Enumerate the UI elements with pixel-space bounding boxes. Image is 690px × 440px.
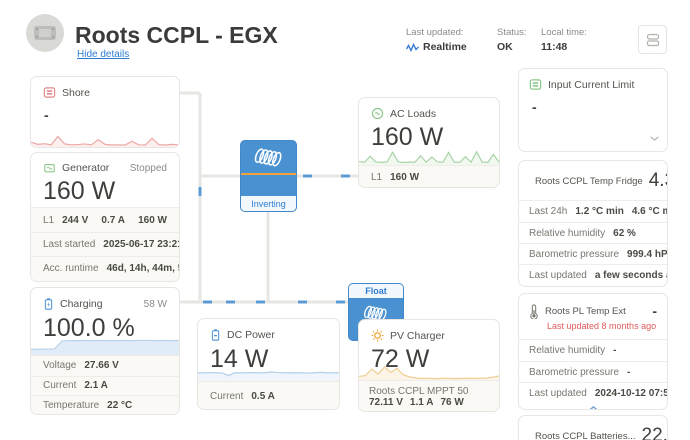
console-icon (646, 33, 659, 46)
victron-logo-icon (254, 148, 282, 167)
generator-panel[interactable]: Generator Stopped 160 W L1 244 V 0.7 A 16… (30, 152, 180, 282)
humidity-row: Relative humidity 62 % (519, 222, 667, 243)
soc-area-chart (31, 337, 179, 355)
battery-voltage-row: Voltage 27.66 V (43, 360, 119, 372)
temp-batteries-label: Roots CCPL Batteries... (535, 430, 636, 440)
page-title: Roots CCPL - EGX (75, 22, 278, 48)
temp-ext-panel[interactable]: Roots PL Temp Ext - Last updated 8 month… (518, 293, 668, 410)
generator-icon (44, 164, 55, 173)
input-current-limit-panel[interactable]: Input Current Limit - (518, 68, 668, 152)
ac-loads-label: AC Loads (390, 107, 437, 120)
expand-chevron-icon[interactable] (650, 128, 659, 146)
ac-loads-value: 160 W (371, 123, 444, 151)
generator-value: 160 W (43, 177, 116, 205)
ac-loads-details: L1 160 W (359, 165, 499, 187)
last-updated-row: Last updated 2024-10-12 07:59 (519, 382, 667, 403)
input-current-limit-label: Input Current Limit (548, 78, 635, 91)
temp-batteries-value: 22.0 °C (641, 425, 668, 440)
shore-label: Shore (62, 86, 91, 99)
charging-power: 58 W (143, 298, 167, 310)
humidity-row: Relative humidity - (529, 345, 617, 356)
local-time-value: 11:48 (541, 41, 568, 53)
mppt-row: Roots CCPL MPPT 50 72.11 V 1.1 A 76 W (369, 385, 469, 408)
dc-power-label: DC Power (227, 329, 275, 341)
stale-data-warning: Last updated 8 months ago (547, 321, 657, 331)
collapse-chevron-icon[interactable] (519, 403, 667, 409)
installation-avatar (26, 14, 64, 52)
local-time-label: Local time: (541, 27, 587, 38)
sun-icon (371, 329, 384, 342)
generator-details: L1 244 V 0.7 A 160 W Last started 2025-06… (31, 207, 179, 281)
temp-fridge-details: Last 24h 1.2 °C min 4.6 °C max Relative … (519, 200, 667, 285)
input-current-limit-value: - (532, 99, 537, 115)
input-current-limit-icon (529, 79, 542, 90)
last-updated-block: Last updated: Realtime (406, 27, 467, 53)
power-flow-dashes (198, 174, 350, 304)
temp-fridge-label: Roots CCPL Temp Fridge (535, 175, 643, 187)
device-photo-icon (34, 26, 56, 40)
temp-ext-details: Relative humidity - Barometric pressure - … (519, 339, 667, 403)
temp-ext-label: Roots PL Temp Ext (545, 305, 626, 317)
inverter-divider (241, 173, 296, 175)
battery-current-row: Current 2.1 A (31, 375, 179, 396)
last-updated-label: Last updated: (406, 27, 464, 38)
collapse-chevron-icon[interactable] (519, 285, 667, 286)
inverter-device-box[interactable]: Inverting (240, 140, 297, 212)
dc-power-sparkline (198, 363, 339, 381)
dc-battery-icon (211, 329, 220, 341)
pv-charger-value: 72 W (371, 345, 430, 373)
dc-power-value: 14 W (210, 345, 269, 373)
last-24h-row: Last 24h 1.2 °C min 4.6 °C max (529, 206, 667, 217)
battery-icon (44, 298, 53, 310)
generator-last-started-row: Last started 2025-06-17 23:21 (31, 232, 179, 256)
thermometer-icon (530, 303, 538, 319)
generator-runtime-row: Acc. runtime 46d, 14h, 44m, 57s (31, 256, 179, 280)
temp-ext-value: - (652, 303, 657, 319)
dc-current-row: Current 0.5 A (210, 390, 275, 402)
pv-charger-panel[interactable]: PV Charger 72 W Roots CCPL MPPT 50 72.11… (358, 319, 500, 412)
mppt-charge-state-badge: Float (349, 284, 403, 298)
battery-temperature-row: Temperature 22 °C (31, 395, 179, 414)
generator-label: Generator (62, 162, 110, 174)
realtime-sparkline-icon (406, 42, 419, 52)
status-label: Status: (497, 27, 527, 38)
hide-details-link[interactable]: Hide details (77, 49, 130, 60)
generator-l1-row: L1 244 V 0.7 A 160 W (43, 214, 167, 226)
shore-outlet-icon (43, 87, 56, 98)
temp-batteries-panel[interactable]: Roots CCPL Batteries... 22.0 °C (518, 415, 668, 440)
shore-sparkline (31, 125, 179, 147)
shore-panel[interactable]: Shore - (30, 76, 180, 148)
inverter-status: Inverting (241, 196, 296, 211)
dc-power-details: Current 0.5 A (198, 381, 339, 409)
temp-fridge-panel[interactable]: Roots CCPL Temp Fridge 4.3 °C Last 24h 1… (518, 160, 668, 287)
remote-console-button[interactable] (638, 25, 667, 54)
status-value: OK (497, 41, 513, 53)
generator-status: Stopped (129, 162, 167, 174)
ac-loads-l1-row: L1 160 W (371, 171, 420, 183)
local-time-block: Local time: 11:48 (541, 27, 587, 53)
ac-loads-sparkline (359, 143, 499, 165)
battery-charging-panel[interactable]: Charging 58 W 100.0 % Voltage 27.66 V Cur… (30, 287, 180, 415)
shore-value: - (44, 107, 49, 123)
pressure-row: Barometric pressure - (519, 361, 667, 382)
battery-details: Voltage 27.66 V Current 2.1 A Temperature 2… (31, 355, 179, 414)
last-updated-value: Realtime (423, 41, 467, 53)
soc-value: 100.0 % (43, 314, 135, 342)
pv-details: Roots CCPL MPPT 50 72.11 V 1.1 A 76 W (359, 380, 499, 411)
pv-charger-label: PV Charger (390, 329, 445, 342)
status-block: Status: OK (497, 27, 527, 53)
temp-fridge-value: 4.3 °C (648, 170, 667, 191)
charging-label: Charging (60, 298, 103, 310)
ac-loads-icon (371, 107, 384, 120)
ac-loads-panel[interactable]: AC Loads 160 W L1 160 W (358, 97, 500, 188)
dc-power-panel[interactable]: DC Power 14 W Current 0.5 A (197, 318, 340, 410)
pv-sparkline (359, 360, 499, 380)
